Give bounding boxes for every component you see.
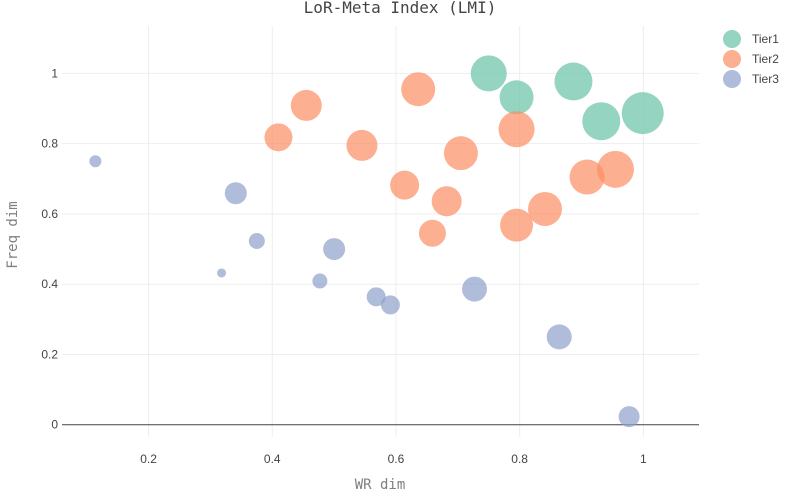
data-point-tier2[interactable] xyxy=(390,170,420,200)
data-point-tier3[interactable] xyxy=(462,276,488,302)
y-tick-label: 0.8 xyxy=(41,137,58,151)
data-point-tier3[interactable] xyxy=(546,324,572,350)
legend-item-tier3[interactable]: Tier3 xyxy=(723,70,779,88)
x-tick-label: 1 xyxy=(640,452,647,466)
data-point-tier3[interactable] xyxy=(248,232,265,249)
data-point-tier2[interactable] xyxy=(431,186,462,217)
data-point-tier3[interactable] xyxy=(366,287,386,307)
data-point-tier2[interactable] xyxy=(528,192,563,227)
x-tick-label: 0.6 xyxy=(388,452,405,466)
data-point-tier3[interactable] xyxy=(380,295,400,315)
data-point-tier3[interactable] xyxy=(618,406,640,428)
data-point-tier2[interactable] xyxy=(418,219,446,247)
legend-marker xyxy=(723,30,741,48)
chart-title: LoR-Meta Index (LMI) xyxy=(304,0,497,17)
data-point-tier1[interactable] xyxy=(582,102,621,141)
legend-label: Tier1 xyxy=(752,32,779,46)
points-layer xyxy=(89,55,664,428)
series-tier2 xyxy=(264,72,635,247)
x-tick-label: 0.8 xyxy=(511,452,528,466)
data-point-tier3[interactable] xyxy=(312,273,328,289)
data-point-tier1[interactable] xyxy=(470,55,507,92)
data-point-tier3[interactable] xyxy=(217,268,227,278)
data-point-tier2[interactable] xyxy=(500,208,534,242)
data-point-tier2[interactable] xyxy=(401,72,436,107)
data-point-tier1[interactable] xyxy=(499,80,534,115)
data-point-tier1[interactable] xyxy=(621,92,664,135)
y-axis-ticks: 0 0.2 0.4 0.6 0.8 1 xyxy=(41,66,58,431)
legend-item-tier2[interactable]: Tier2 xyxy=(723,50,779,68)
legend-marker xyxy=(723,50,741,68)
data-point-tier2[interactable] xyxy=(264,123,293,152)
data-point-tier2[interactable] xyxy=(290,89,322,121)
series-tier1 xyxy=(470,55,664,141)
data-point-tier2[interactable] xyxy=(443,136,478,171)
legend-label: Tier2 xyxy=(752,52,779,66)
data-point-tier1[interactable] xyxy=(554,62,593,101)
y-tick-label: 0.4 xyxy=(41,277,58,291)
data-point-tier3[interactable] xyxy=(224,182,247,205)
y-tick-label: 0.2 xyxy=(41,347,58,361)
data-point-tier3[interactable] xyxy=(89,155,102,168)
legend: Tier1 Tier2 Tier3 xyxy=(723,30,779,88)
data-point-tier2[interactable] xyxy=(498,111,535,148)
legend-item-tier1[interactable]: Tier1 xyxy=(723,30,779,48)
y-tick-label: 0.6 xyxy=(41,207,58,221)
data-point-tier2[interactable] xyxy=(346,129,378,161)
x-axis-title: WR dim xyxy=(355,477,406,493)
data-point-tier2[interactable] xyxy=(569,159,605,195)
data-point-tier2[interactable] xyxy=(597,150,635,188)
x-axis-ticks: 0.2 0.4 0.6 0.8 1 xyxy=(140,452,647,466)
grid-layer xyxy=(62,26,699,437)
x-tick-label: 0.4 xyxy=(264,452,281,466)
legend-label: Tier3 xyxy=(752,72,779,86)
series-tier3 xyxy=(89,155,640,428)
data-point-tier3[interactable] xyxy=(323,238,346,261)
legend-marker xyxy=(723,70,741,88)
y-tick-label: 1 xyxy=(51,66,58,80)
y-axis-title: Freq dim xyxy=(5,201,21,268)
y-tick-label: 0 xyxy=(51,418,58,432)
x-tick-label: 0.2 xyxy=(140,452,157,466)
